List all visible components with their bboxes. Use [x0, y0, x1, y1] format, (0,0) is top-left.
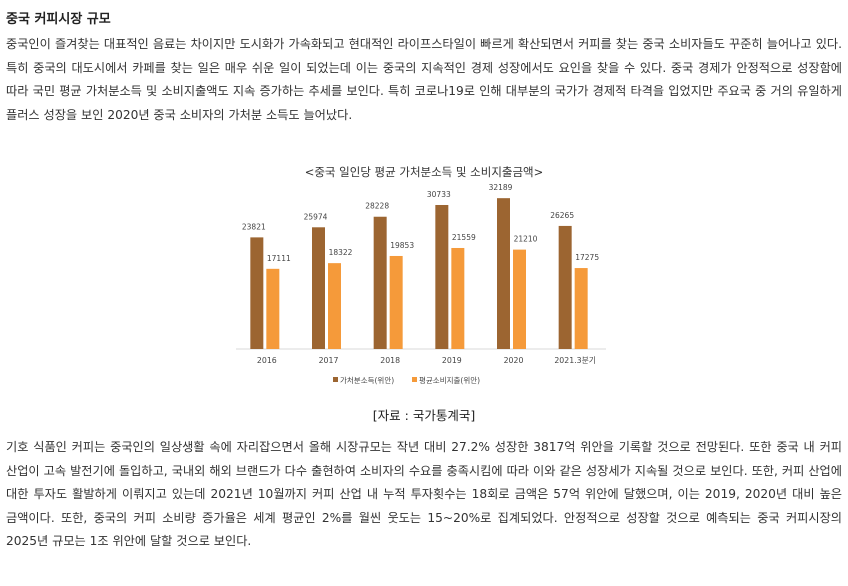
data-label: 25974: [304, 212, 328, 221]
income-spending-chart: <중국 일인당 평균 가처분소득 및 소비지출금액> 23821 17111 201…: [236, 165, 606, 385]
bar-disposable-income-1: [312, 227, 325, 349]
bar-consumption-0: [266, 268, 280, 349]
data-label: 28228: [365, 202, 389, 211]
data-label: 21559: [452, 233, 476, 242]
bar-consumption-2: [389, 255, 403, 349]
legend-swatch: [333, 377, 338, 382]
x-tick-label: 2017: [319, 356, 339, 365]
x-tick-label: 2018: [380, 356, 400, 365]
data-label: 19853: [390, 241, 414, 250]
bar-consumption-4: [513, 249, 526, 349]
intro-paragraph: 중국인이 즐겨찾는 대표적인 음료는 차이지만 도시화가 가속화되고 현대적인 …: [6, 37, 842, 122]
x-tick-label: 2020: [504, 356, 524, 365]
bar-disposable-income-2: [373, 216, 387, 349]
data-label: 32189: [489, 183, 513, 192]
legend-swatch: [412, 377, 417, 382]
bar-consumption-5: [574, 268, 588, 349]
chart-title: <중국 일인당 평균 가처분소득 및 소비지출금액>: [305, 165, 544, 179]
legend-label: 가처분소득(위안): [340, 375, 394, 385]
market-paragraph: 기호 식품인 커피는 중국인의 일상생활 속에 자리잡으면서 올해 시장규모는 …: [6, 440, 843, 548]
bar-consumption-1: [328, 263, 341, 349]
chart-legend: 가처분소득(위안) 평균소비지출(위안): [333, 375, 480, 385]
section-title: 중국 커피시장 규모: [6, 12, 111, 27]
x-tick-label: 2021.3분기: [554, 356, 596, 365]
bar-disposable-income-4: [497, 198, 510, 349]
data-label: 23821: [242, 222, 266, 231]
data-label: 26265: [550, 211, 574, 220]
bar-disposable-income-3: [435, 204, 449, 349]
data-label: 17111: [267, 254, 291, 263]
x-tick-label: 2016: [257, 356, 277, 365]
legend-label: 평균소비지출(위안): [419, 375, 480, 385]
data-label: 21210: [514, 235, 538, 244]
data-label: 30733: [427, 190, 451, 199]
bar-consumption-3: [451, 247, 465, 349]
data-label: 17275: [575, 253, 599, 262]
x-tick-label: 2019: [442, 356, 462, 365]
data-label: 18322: [329, 248, 353, 257]
bar-disposable-income-0: [250, 237, 264, 349]
source-caption: [자료 : 국가통계국]: [372, 408, 476, 423]
bar-disposable-income-5: [558, 225, 572, 349]
